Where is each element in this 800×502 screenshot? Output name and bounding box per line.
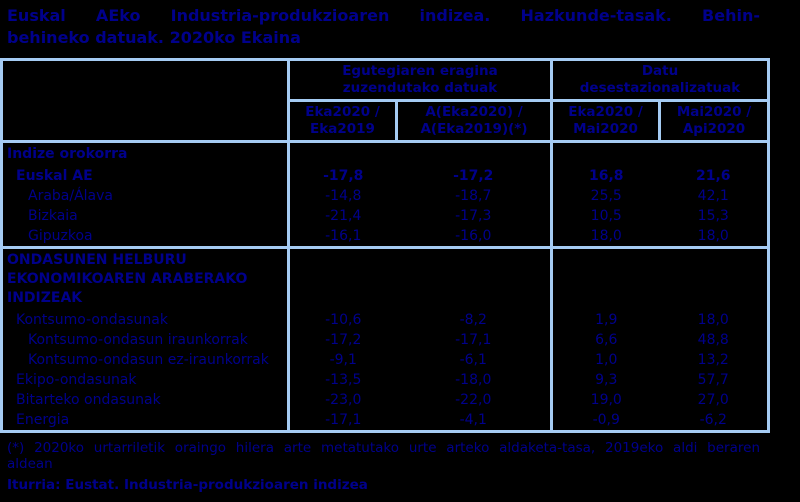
value-cell: 16,8 [588, 168, 624, 184]
value-cell: -17,8 [323, 168, 364, 184]
value-cell: -6,1 [396, 350, 553, 370]
table-row: Bizkaia -21,4 -17,3 10,5 15,3 [1, 206, 769, 226]
value-cell: 21,6 [695, 168, 731, 184]
value-cell: 6,6 [595, 332, 618, 348]
value-cell: -18,7 [396, 186, 553, 206]
column-header-a-eka2020-a-eka2019: A(Eka2020) / A(Eka2019)(*) [395, 99, 553, 143]
table-row: Energia -17,1 -4,1 -0,9 -6,2 [1, 410, 769, 432]
empty-cell [289, 248, 397, 311]
value-cell: 18,0 [697, 312, 729, 328]
value-cell: -17,2 [325, 332, 362, 348]
value-cell: 18,0 [697, 228, 729, 244]
section-title: Indize orokorra [1, 141, 290, 166]
value-cell: 10,5 [590, 208, 622, 224]
column-header-row: Eka2020 / Eka2019 A(Eka2020) / A(Eka2019… [2, 99, 771, 143]
value-cell: -21,4 [325, 208, 362, 224]
value-cell: 27,0 [697, 392, 729, 408]
value-cell: -22,0 [396, 390, 553, 410]
source-note: Iturria: Eustat. Industria-produkzioaren… [7, 477, 368, 493]
table-row: Ekipo-ondasunak -13,5 -18,0 9,3 57,7 [1, 370, 769, 390]
footnote-line-1: (*) 2020ko urtarriletik oraingo hilera a… [7, 440, 760, 456]
value-cell: -18,0 [396, 370, 553, 390]
section-header-row: ONDASUNEN HELBURU EKONOMIKOAREN ARABERAK… [1, 247, 769, 311]
empty-cell [660, 248, 769, 311]
empty-cell [660, 142, 769, 167]
table-row: Bitarteko ondasunak -23,0 -22,0 19,0 27,0 [1, 390, 769, 410]
column-header-eka2020-mai2020: Eka2020 / Mai2020 [550, 99, 661, 143]
value-cell: 25,5 [590, 188, 622, 204]
page-title: Euskal AEko Industria-produkzioaren indi… [0, 0, 767, 49]
table-row: Gipuzkoa -16,1 -16,0 18,0 18,0 [1, 226, 769, 248]
value-cell: -17,1 [325, 412, 362, 428]
value-cell: 13,2 [697, 352, 729, 368]
table-row: Kontsumo-ondasunak -10,6 -8,2 1,9 18,0 [1, 310, 769, 330]
value-cell: 48,8 [697, 332, 729, 348]
row-label: Kontsumo-ondasun iraunkorrak [1, 330, 290, 350]
value-cell: -17,2 [396, 166, 553, 186]
empty-cell [396, 141, 553, 166]
empty-cell [396, 247, 553, 310]
empty-cell [552, 142, 660, 167]
row-label: Kontsumo-ondasunak [1, 310, 290, 330]
table-section: ONDASUNEN HELBURU EKONOMIKOAREN ARABERAK… [1, 247, 769, 432]
value-cell: 1,0 [595, 352, 618, 368]
row-label: Gipuzkoa [1, 226, 290, 248]
row-label: Ekipo-ondasunak [1, 370, 290, 390]
table-section: Indize orokorra Euskal AE -17,8 -17,2 16,8 21… [1, 141, 769, 248]
row-label: Kontsumo-ondasun ez-iraunkorrak [1, 350, 290, 370]
value-cell: 18,0 [590, 228, 622, 244]
value-cell: 15,3 [697, 208, 729, 224]
value-cell: 42,1 [697, 188, 729, 204]
value-cell: -10,6 [325, 312, 362, 328]
value-cell: -4,1 [396, 410, 553, 432]
value-cell: -16,0 [396, 226, 553, 248]
corner-cell [0, 58, 290, 143]
value-cell: -16,1 [325, 228, 362, 244]
row-label: Bizkaia [1, 206, 290, 226]
column-header-mai2020-api2020: Mai2020 / Api2020 [657, 99, 771, 143]
section-header-row: Indize orokorra [1, 141, 769, 167]
footnote: (*) 2020ko urtarriletik oraingo hilera a… [0, 440, 767, 472]
table-header: Egutegiaren eragina zuzendutako datuak D… [0, 58, 771, 143]
empty-cell [552, 248, 660, 311]
value-cell: -17,3 [396, 206, 553, 226]
value-cell: 57,7 [697, 372, 729, 388]
footnote-line-2: aldean [7, 456, 53, 472]
row-label: Euskal AE [1, 166, 290, 186]
value-cell: -23,0 [325, 392, 362, 408]
value-cell: -6,2 [699, 412, 727, 428]
value-cell: -14,8 [325, 188, 362, 204]
table-row: Kontsumo-ondasun iraunkorrak -17,2 -17,1 6,… [1, 330, 769, 350]
table-row: Araba/Álava -14,8 -18,7 25,5 42,1 [1, 186, 769, 206]
value-cell: 9,3 [595, 372, 618, 388]
empty-cell [289, 142, 397, 167]
row-label: Energia [1, 410, 290, 432]
value-cell: -13,5 [325, 372, 362, 388]
title-line-2: behineko datuak. 2020ko Ekaina [7, 28, 301, 47]
table-row: Kontsumo-ondasun ez-iraunkorrak -9,1 -6,1 1… [1, 350, 769, 370]
value-cell: 1,9 [595, 312, 618, 328]
ipi-table: Egutegiaren eragina zuzendutako datuak D… [0, 58, 771, 433]
value-cell: -0,9 [592, 412, 620, 428]
value-cell: -8,2 [396, 310, 553, 330]
group-header-seasonally-adjusted: Datu desestazionalizatuak [549, 58, 771, 102]
value-cell: -9,1 [329, 352, 357, 368]
value-cell: 19,0 [590, 392, 622, 408]
group-header-row: Egutegiaren eragina zuzendutako datuak D… [0, 58, 771, 143]
row-label: Bitarteko ondasunak [1, 390, 290, 410]
title-line-1: Euskal AEko Industria-produkzioaren indi… [7, 6, 760, 25]
group-header-calendar-adjusted: Egutegiaren eragina zuzendutako datuak [287, 58, 553, 102]
table-row: Euskal AE -17,8 -17,2 16,8 21,6 [1, 166, 769, 186]
row-label: Araba/Álava [1, 186, 290, 206]
section-title: ONDASUNEN HELBURU EKONOMIKOAREN ARABERAK… [1, 247, 290, 310]
column-header-eka2020-eka2019: Eka2020 / Eka2019 [287, 99, 398, 143]
value-cell: -17,1 [396, 330, 553, 350]
